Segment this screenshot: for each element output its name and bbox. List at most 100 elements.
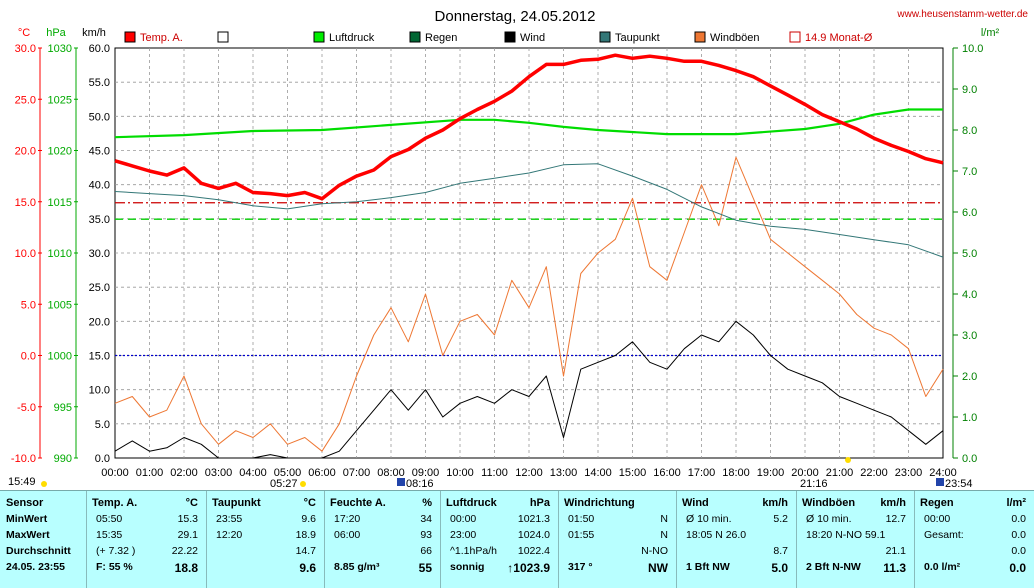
- x-tick-label: 17:00: [688, 467, 716, 479]
- wdir-row-value: N-NO: [641, 545, 668, 557]
- hum-row-value: 93: [420, 529, 432, 541]
- rain-tick-label: 1.0: [962, 412, 977, 424]
- x-tick-label: 05:00: [274, 467, 302, 479]
- gust-unit: km/h: [880, 497, 906, 509]
- wind-tick-label: 30.0: [89, 248, 110, 260]
- legend-swatch: [694, 31, 706, 43]
- rain-row-label: Gesamt:: [924, 529, 964, 541]
- x-tick-label: 01:00: [136, 467, 164, 479]
- wind-row-label: 1 Bft NW: [686, 561, 730, 573]
- x-tick-label: 18:00: [722, 467, 750, 479]
- x-tick-label: 00:00: [101, 467, 129, 479]
- temp-header: Temp. A.: [92, 497, 138, 509]
- sun-icon: [41, 481, 47, 487]
- press-row-r2: 23:00 1024.0: [440, 529, 558, 545]
- moonset-time: 23:54: [945, 478, 973, 490]
- pressure-tick-label: 990: [54, 453, 72, 465]
- gust-row-label: 18:20 N-NO 59.1: [806, 529, 886, 541]
- wind-column: Wind km/h Ø 10 min. 5.2 18:05 N 26.0 8.7 1 Bft…: [676, 491, 797, 588]
- press-row-value: 1022.4: [517, 545, 550, 557]
- x-tick-label: 21:00: [826, 467, 854, 479]
- wind-tick-label: 45.0: [89, 146, 110, 158]
- wdir-row-value: N: [660, 513, 668, 525]
- pressure-tick-label: 1015: [48, 197, 72, 209]
- wind-axis-unit: km/h: [82, 27, 106, 39]
- sunrise-time: 05:27: [270, 478, 298, 490]
- hum-row-value: 34: [420, 513, 432, 525]
- x-tick-label: 12:00: [515, 467, 543, 479]
- hum-unit: %: [422, 497, 432, 509]
- temp-tick-label: 30.0: [15, 43, 36, 55]
- series-line: [114, 320, 944, 459]
- legend-swatch: [789, 31, 801, 43]
- row-label-current: 24.05. 23:55: [6, 561, 65, 573]
- pressure-tick-label: 1005: [48, 299, 72, 311]
- temp-row-label: 05:50: [96, 513, 123, 525]
- gust-header: Windböen: [802, 497, 856, 509]
- chart-title: Donnerstag, 24.05.2012: [435, 8, 596, 25]
- temp-row-label: 15:35: [96, 529, 123, 541]
- wind-tick-label: 55.0: [89, 77, 110, 89]
- wind-tick-label: 5.0: [95, 419, 110, 431]
- x-tick-label: 08:00: [377, 467, 405, 479]
- press-row-value: ↑1023.9: [507, 561, 550, 575]
- wdir-column: Windrichtung 01:50 N 01:55 N N-NO 317 ° NW: [558, 491, 677, 588]
- moonset-icon: [936, 478, 944, 486]
- press-row-value: 1021.3: [517, 513, 550, 525]
- legend-label: Luftdruck: [329, 32, 375, 44]
- marker-left-time: 15:49: [8, 476, 36, 488]
- legend-label: Taupunkt: [615, 32, 660, 44]
- legend-swatch: [217, 31, 229, 43]
- row-label-max: MaxWert: [6, 529, 50, 541]
- gust-row-label: Ø 10 min.: [806, 513, 852, 525]
- temp-tick-label: 10.0: [15, 248, 36, 260]
- sunset-time: 21:16: [800, 478, 828, 490]
- sensor-column: Sensor MinWert MaxWert Durchschnitt 24.0…: [0, 491, 87, 588]
- wdir-row-r2: 01:55 N: [558, 529, 676, 545]
- x-tick-label: 22:00: [860, 467, 888, 479]
- legend-swatch: [409, 31, 421, 43]
- temp-row-r1: 05:50 15.3: [86, 513, 206, 529]
- wind-row-r3: 8.7: [676, 545, 796, 561]
- x-tick-label: 11:00: [481, 467, 508, 479]
- temp-tick-label: -10.0: [11, 453, 36, 465]
- wind-row-r2: 18:05 N 26.0: [676, 529, 796, 545]
- press-unit: hPa: [529, 497, 550, 509]
- gust-row-r1: Ø 10 min. 12.7: [796, 513, 914, 529]
- press-row-value: 1024.0: [517, 529, 550, 541]
- press-row-label: sonnig: [450, 561, 485, 573]
- gust-row-r4: 2 Bft N-NW 11.3: [796, 561, 914, 577]
- moonrise-time: 08:16: [406, 478, 434, 490]
- x-tick-label: 14:00: [584, 467, 612, 479]
- series-line: [114, 108, 943, 139]
- pressure-tick-label: 1020: [48, 146, 72, 158]
- rain-row-value: 0.0: [1011, 529, 1026, 541]
- temp-column: Temp. A. °C 05:50 15.3 15:35 29.1 (+ 7.32 ) 22.…: [86, 491, 207, 588]
- wind-header: Wind: [682, 497, 709, 509]
- rain-tick-label: 6.0: [962, 207, 977, 219]
- rain-tick-label: 10.0: [962, 43, 983, 55]
- rain-header: Regen: [920, 497, 954, 509]
- dew-row-value: 14.7: [295, 545, 316, 557]
- temp-unit: °C: [185, 497, 198, 509]
- wdir-row-label: 01:50: [568, 513, 595, 525]
- weather-chart: Donnerstag, 24.05.2012 www.heusenstamm-we…: [8, 8, 1028, 490]
- x-tick-label: 10:00: [446, 467, 474, 479]
- temp-tick-label: 0.0: [21, 351, 36, 363]
- gust-row-value: 21.1: [885, 545, 906, 557]
- wdir-row-label: 317 °: [568, 561, 593, 573]
- rain-tick-label: 7.0: [962, 166, 977, 178]
- sunrise-icon: [300, 481, 306, 487]
- gust-column: Windböen km/h Ø 10 min. 12.7 18:20 N-NO 59.1…: [796, 491, 915, 588]
- press-row-r3: ^1.1hPa/h 1022.4: [440, 545, 558, 561]
- wdir-row-value: NW: [648, 561, 668, 575]
- site-url: www.heusenstamm-wetter.de: [896, 9, 1028, 20]
- legend-label: Regen: [425, 32, 457, 44]
- rain-row-r1: 00:00 0.0: [914, 513, 1034, 529]
- wind-row-value: 5.0: [771, 561, 788, 575]
- press-header: Luftdruck: [446, 497, 497, 509]
- wind-row-label: Ø 10 min.: [686, 513, 732, 525]
- rain-tick-label: 3.0: [962, 330, 977, 342]
- wdir-row-value: N: [660, 529, 668, 541]
- x-tick-label: 06:00: [308, 467, 336, 479]
